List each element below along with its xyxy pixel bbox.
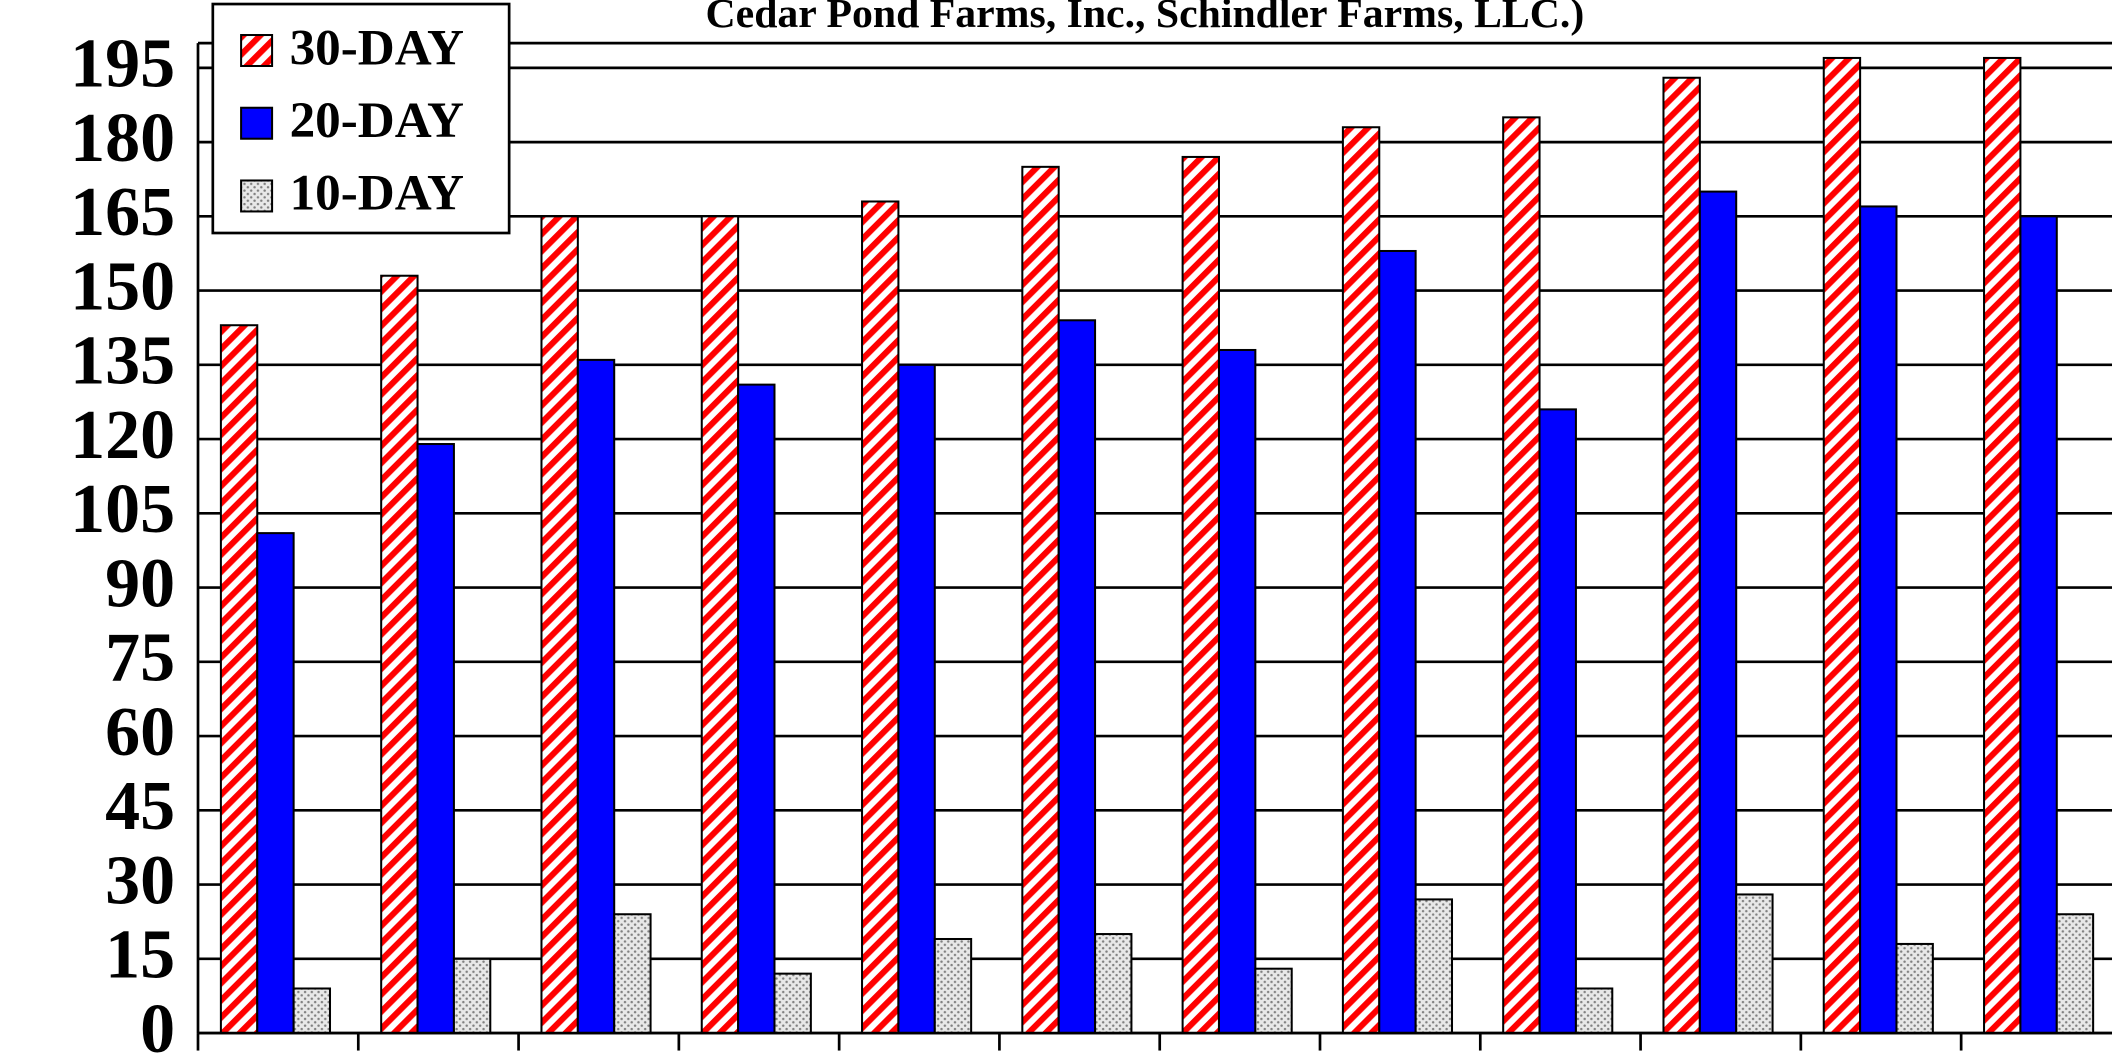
y-tick-label: 60 xyxy=(105,694,175,771)
bar xyxy=(1502,116,1541,1035)
y-tick-label: 150 xyxy=(70,248,175,325)
bar xyxy=(1341,126,1381,1035)
bar xyxy=(1414,898,1454,1035)
legend-label: 30-DAY xyxy=(290,19,464,76)
bar xyxy=(773,972,812,1035)
bar xyxy=(1574,987,1614,1035)
bar xyxy=(861,200,900,1035)
bar xyxy=(380,274,419,1035)
legend-label: 20-DAY xyxy=(290,92,464,149)
bar xyxy=(292,987,332,1035)
bar xyxy=(2019,215,2058,1035)
bar xyxy=(1859,205,1898,1035)
bar xyxy=(1217,348,1257,1035)
bar xyxy=(933,937,973,1035)
y-tick-label: 90 xyxy=(105,545,175,622)
bar xyxy=(1021,165,1060,1035)
legend-swatch xyxy=(240,34,274,68)
legend: 30-DAY 20-DAY 10-DAY xyxy=(211,2,511,235)
bar xyxy=(1822,56,1862,1035)
bar xyxy=(1895,942,1934,1035)
bar xyxy=(1735,893,1774,1035)
legend-swatch xyxy=(240,179,274,213)
bar xyxy=(1983,56,2022,1035)
y-tick-label: 30 xyxy=(105,842,175,919)
y-tick-label: 135 xyxy=(70,323,175,400)
bar xyxy=(1662,76,1701,1035)
bar xyxy=(452,957,492,1035)
bar xyxy=(613,913,652,1035)
y-tick-label: 75 xyxy=(105,620,175,697)
bar xyxy=(1181,155,1220,1035)
y-tick-label: 120 xyxy=(70,397,175,474)
bar xyxy=(1094,933,1133,1035)
y-tick-label: 105 xyxy=(70,471,175,548)
bar xyxy=(1378,249,1417,1035)
y-tick-label: 165 xyxy=(70,174,175,251)
bar xyxy=(1254,967,1293,1035)
bar xyxy=(1057,319,1097,1035)
y-tick-label: 180 xyxy=(70,100,175,177)
bar xyxy=(576,358,616,1035)
y-tick-label: 15 xyxy=(105,917,175,994)
y-tick-label: 45 xyxy=(105,768,175,845)
y-tick-label: 0 xyxy=(140,991,175,1062)
bar xyxy=(416,443,455,1035)
bar xyxy=(897,363,936,1035)
chart-title: Cedar Pond Farms, Inc., Schindler Farms,… xyxy=(706,0,1585,37)
legend-swatch xyxy=(240,106,274,140)
bar xyxy=(256,532,295,1035)
bar xyxy=(700,215,740,1035)
y-tick-label: 195 xyxy=(70,26,175,103)
bar xyxy=(2055,913,2095,1035)
bar xyxy=(219,324,259,1035)
bar xyxy=(737,383,776,1035)
bar xyxy=(1538,408,1577,1035)
legend-label: 10-DAY xyxy=(290,165,464,222)
bar xyxy=(1698,190,1738,1035)
bar xyxy=(540,215,579,1035)
